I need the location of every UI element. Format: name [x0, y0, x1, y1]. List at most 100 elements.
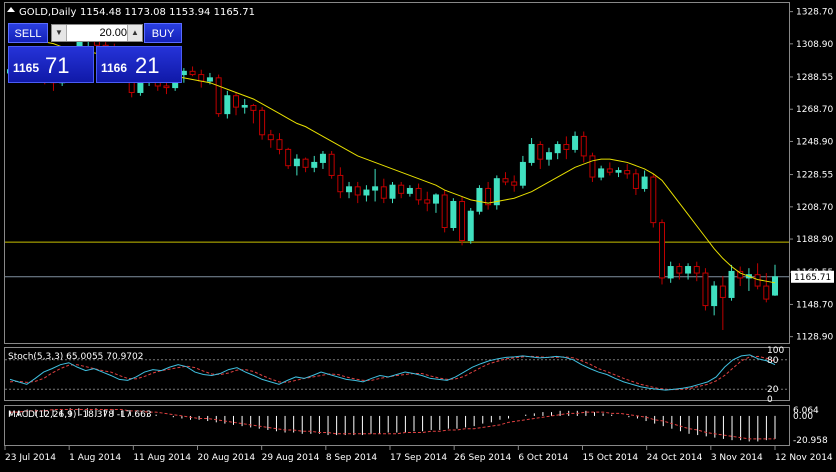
candle-body [233, 95, 240, 108]
candle-body [519, 161, 526, 186]
candle-body [545, 152, 552, 160]
candle-body [572, 135, 579, 150]
decrease-lot-icon[interactable]: ▼ [52, 25, 67, 41]
candle-body [389, 184, 396, 199]
buy-button[interactable]: BUY [144, 23, 182, 43]
date-label: 20 Aug 2014 [198, 453, 256, 463]
candle-body [580, 135, 587, 157]
candle-body [615, 170, 622, 173]
price-axis: 1328.70 1308.90 1288.55 1268.70 1248.90 1228.… [789, 8, 834, 343]
stoch-level-label: 80 [767, 356, 779, 366]
price-tick-label: 1268.70 [796, 105, 833, 115]
candle-body [563, 144, 570, 150]
bid-price-box[interactable]: 1165 71 [8, 46, 94, 83]
candle-body [259, 109, 266, 136]
candle-body [267, 134, 274, 141]
candle-body [702, 272, 709, 307]
lot-size-stepper[interactable]: ▼ ▲ [51, 24, 143, 42]
ask-price-prefix: 1166 [101, 61, 128, 75]
price-tick-label: 1248.90 [796, 137, 833, 147]
stoch-level-label: 20 [767, 385, 779, 395]
macd-signal-line [10, 409, 775, 440]
candle-body [606, 168, 613, 173]
candle-body [589, 155, 596, 178]
date-label: 11 Aug 2014 [133, 453, 191, 463]
candle-body [337, 174, 344, 193]
ask-price-main: 21 [135, 53, 160, 78]
price-tick-label: 1208.70 [796, 203, 833, 213]
price-tick-label: 1308.90 [796, 40, 833, 50]
sell-button[interactable]: SELL [8, 23, 48, 43]
symbol-label: GOLD,Daily [19, 7, 76, 18]
candle-body [432, 194, 439, 204]
macd-frame [4, 405, 790, 446]
stoch-level-label: 100 [767, 346, 784, 356]
macd-level-label: 0.00 [793, 412, 813, 422]
lot-size-input[interactable] [67, 25, 130, 41]
macd-level-label: -20.958 [793, 436, 828, 446]
candle-body [598, 168, 605, 178]
candle-body [415, 187, 422, 201]
candle-body [198, 74, 205, 82]
bid-price-prefix: 1165 [13, 61, 40, 75]
macd-level-label: 6.064 [793, 406, 819, 416]
candle-body [554, 144, 561, 154]
candle-body [398, 184, 405, 194]
candle-body [737, 270, 744, 279]
candle-body [511, 181, 518, 186]
date-label: 6 Oct 2014 [518, 453, 568, 463]
candle-body [450, 200, 457, 228]
candle-body [441, 194, 448, 228]
candle-body [467, 210, 474, 242]
candle-body [632, 173, 639, 189]
one-click-trading-panel: SELL ▼ ▲ BUY 1165 71 1166 21 [8, 23, 182, 83]
date-label: 29 Aug 2014 [262, 453, 320, 463]
candle-body [276, 139, 283, 150]
candle-body [363, 189, 370, 196]
candle-body [354, 186, 361, 196]
bid-price-main: 71 [45, 53, 70, 78]
candle-body [319, 153, 326, 163]
current-price-marker [791, 270, 834, 283]
candle-body [311, 161, 318, 168]
date-label: 1 Aug 2014 [69, 453, 121, 463]
candle-body [163, 85, 170, 89]
increase-lot-icon[interactable]: ▲ [127, 25, 142, 41]
stoch-main-line [9, 354, 776, 391]
price-tick-label: 1328.70 [796, 8, 833, 18]
date-label: 26 Sep 2014 [454, 453, 511, 463]
candle-body [180, 70, 187, 76]
candle-body [502, 178, 509, 183]
price-tick-label: 1288.55 [796, 73, 833, 83]
date-label: 23 Jul 2014 [5, 453, 56, 463]
candle-body [719, 285, 726, 298]
candle-body [189, 70, 196, 76]
candle-body [372, 186, 379, 191]
candle-body [537, 144, 544, 160]
candle-body [380, 186, 387, 199]
date-label: 24 Oct 2014 [647, 453, 703, 463]
macd-label: MACD(12,26,9) -18.378 -17.663 [8, 410, 152, 420]
collapse-arrow-icon[interactable] [7, 7, 15, 12]
date-label: 17 Sep 2014 [390, 453, 447, 463]
candle-body [624, 170, 631, 175]
candle-body [328, 153, 335, 176]
candle-body [528, 144, 535, 163]
candle-body [728, 270, 735, 298]
candle-body [406, 187, 413, 194]
candle-body [658, 222, 665, 279]
ask-price-box[interactable]: 1166 21 [96, 46, 182, 83]
main-chart-frame [4, 2, 790, 344]
ohlc-values: 1154.48 1173.08 1153.94 1165.71 [80, 7, 255, 18]
candle-body [676, 266, 683, 274]
candle-body [485, 187, 492, 206]
candle-body [206, 77, 213, 82]
stoch-frame [4, 347, 790, 401]
candle-body [772, 276, 778, 296]
candle-body [763, 285, 770, 300]
candle-body [711, 285, 718, 307]
date-label: 3 Nov 2014 [711, 453, 763, 463]
stoch-level-label: 0 [767, 395, 773, 405]
